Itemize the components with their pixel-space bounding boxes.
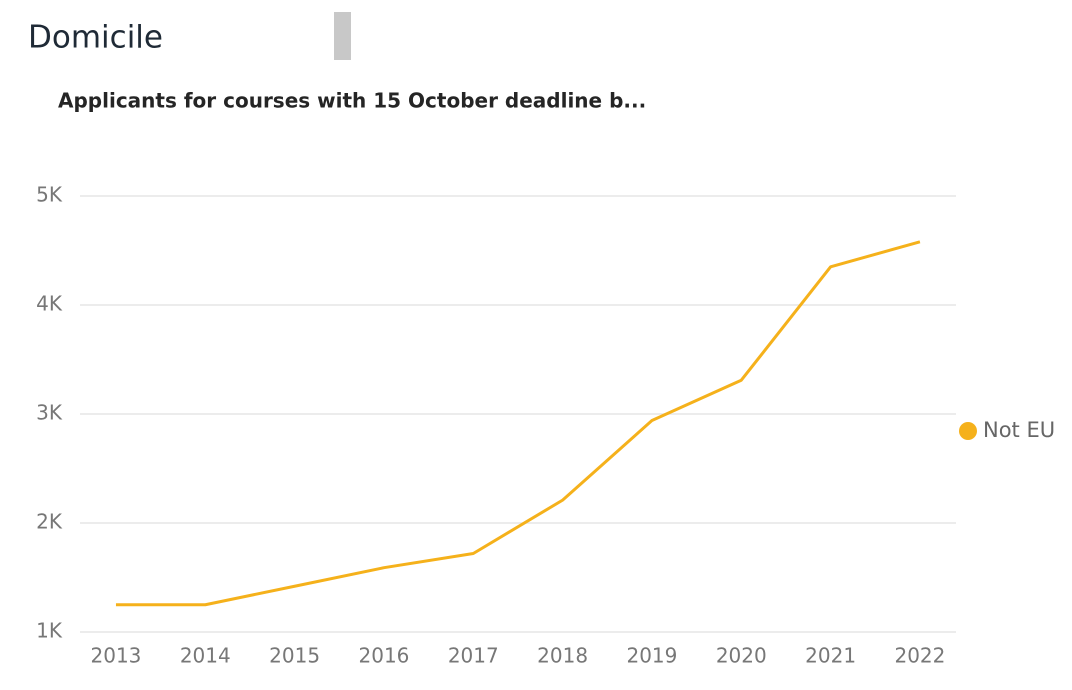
x-tick-label: 2013 [91, 644, 142, 668]
x-tick-label: 2014 [180, 644, 231, 668]
y-tick-label: 3K [36, 401, 63, 425]
line [115, 240, 921, 607]
x-tick-label: 2022 [894, 644, 945, 668]
x-tick-label: 2018 [537, 644, 588, 668]
y-tick-label: 2K [36, 510, 63, 534]
page-title: Domicile [28, 20, 163, 56]
scroll-indicator [334, 12, 351, 60]
x-tick-label: 2017 [448, 644, 499, 668]
y-tick-label: 1K [36, 619, 63, 643]
legend-label: Not EU [983, 418, 1055, 442]
x-tick-label: 2021 [805, 644, 856, 668]
y-tick-label: 5K [36, 183, 63, 207]
chart-title: Applicants for courses with 15 October d… [58, 89, 646, 113]
x-tick-label: 2015 [269, 644, 320, 668]
y-tick-label: 4K [36, 292, 63, 316]
legend-marker [959, 422, 977, 440]
x-tick-label: 2016 [359, 644, 410, 668]
x-tick-label: 2019 [626, 644, 677, 668]
x-tick-label: 2020 [716, 644, 767, 668]
